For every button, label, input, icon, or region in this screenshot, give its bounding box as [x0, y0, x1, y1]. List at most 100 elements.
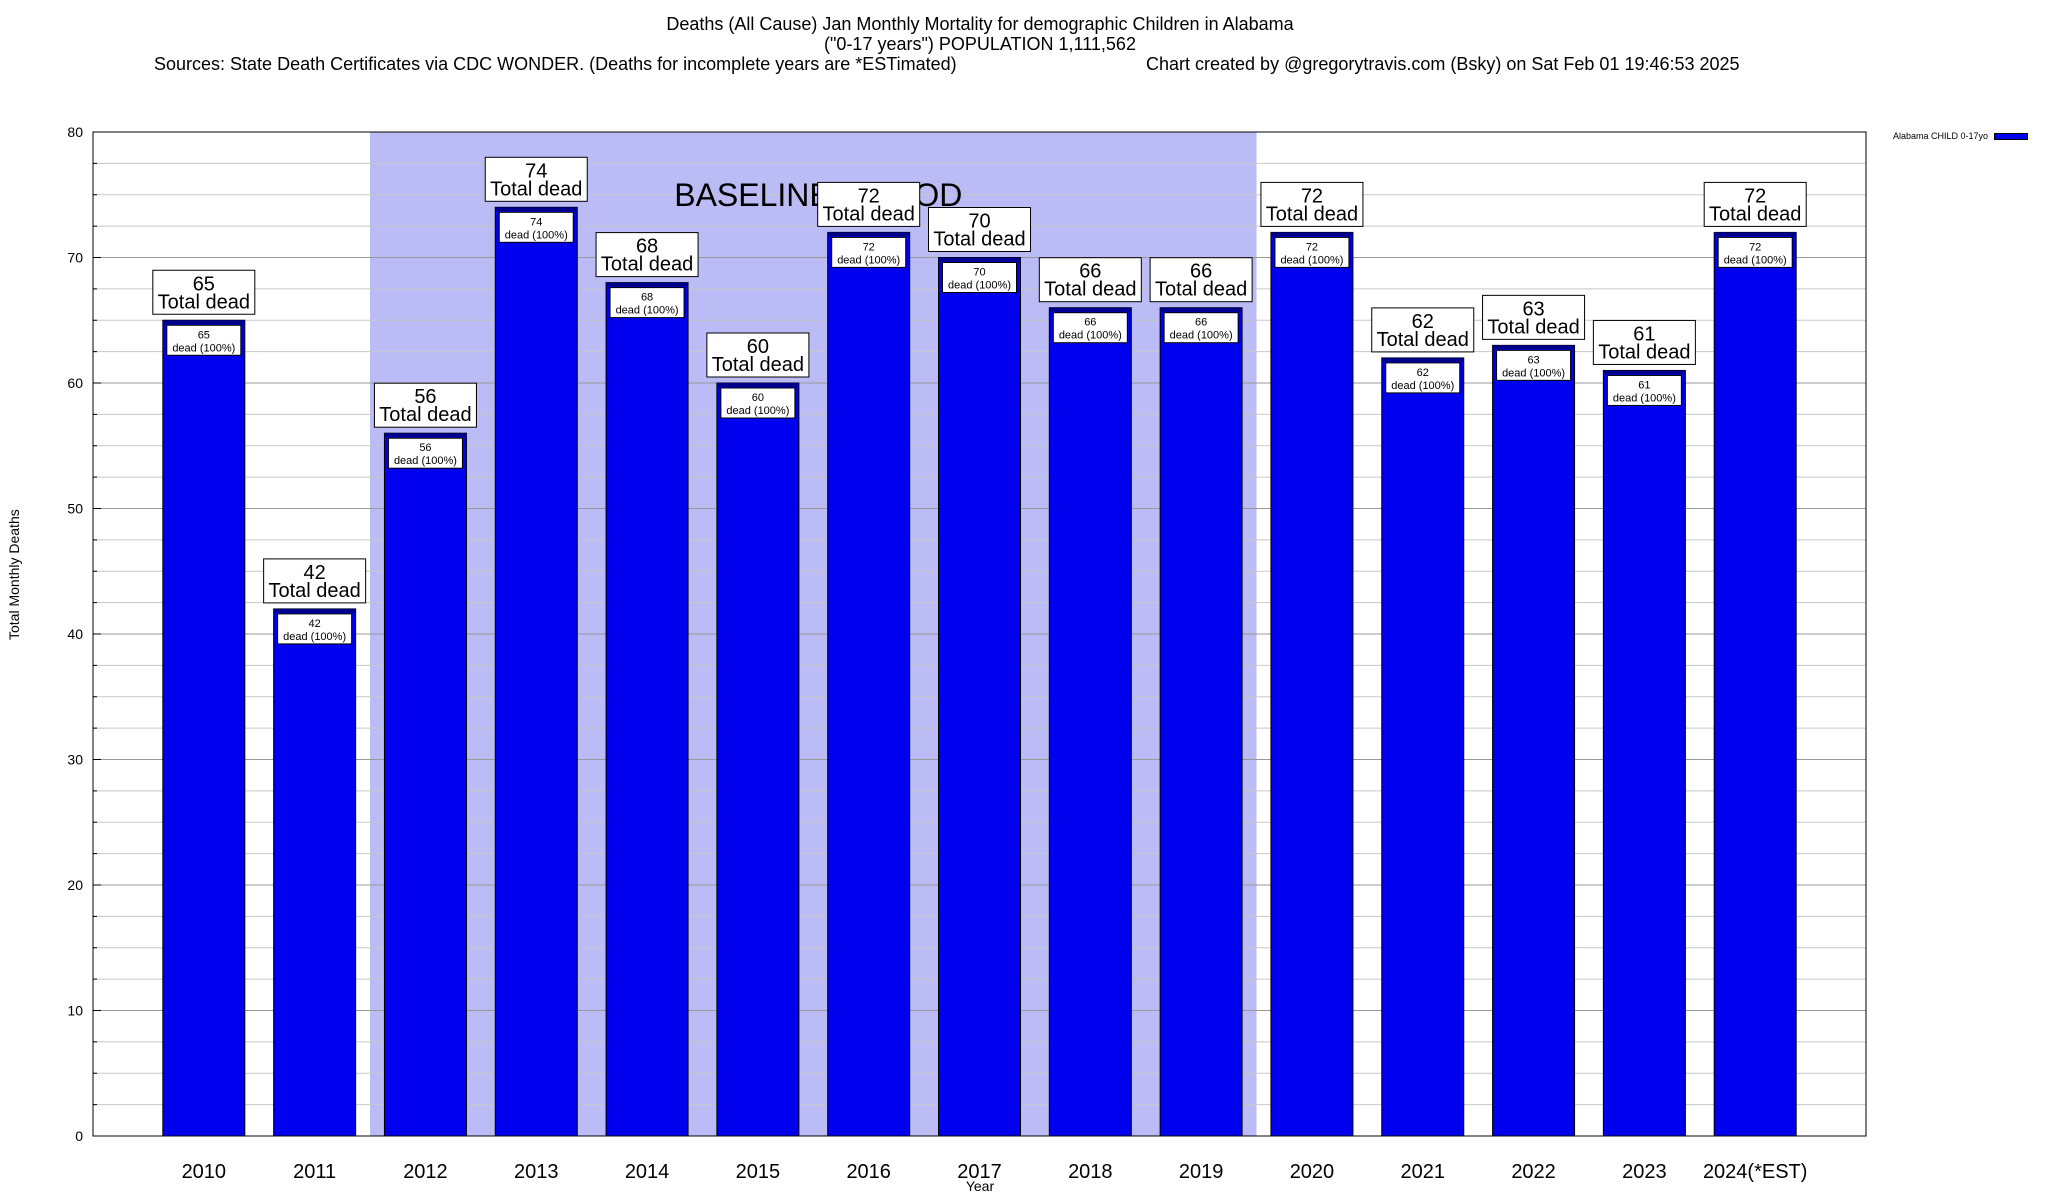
x-tick-label: 2018	[1068, 1161, 1113, 1183]
y-tick-label: 40	[67, 626, 83, 642]
inner-label-box	[1496, 349, 1572, 381]
total-label-text: Total dead	[1377, 329, 1469, 351]
x-axis-label: Year	[965, 1178, 995, 1194]
x-tick-label: 2024(*EST)	[1703, 1161, 1808, 1183]
bar	[1381, 357, 1465, 1137]
inner-label-value: 62	[1417, 367, 1429, 379]
inner-label-box	[831, 236, 907, 268]
total-label-text: Total dead	[158, 291, 250, 313]
total-label-box	[817, 181, 921, 227]
legend-swatch	[1994, 132, 2029, 140]
inner-label-value: 65	[198, 329, 210, 341]
inner-label-box	[387, 437, 463, 469]
total-label-value: 72	[1744, 185, 1766, 207]
total-label-text: Total dead	[712, 354, 804, 376]
x-tick-label: 2016	[846, 1161, 891, 1183]
total-label-box	[373, 382, 477, 428]
x-tick-label: 2017	[957, 1161, 1002, 1183]
x-tick-label: 2010	[182, 1161, 227, 1183]
inner-label-text: dead (100%)	[837, 254, 900, 266]
total-label-text: Total dead	[1487, 316, 1579, 338]
inner-label-value: 66	[1195, 317, 1207, 329]
inner-label-value: 70	[973, 267, 985, 279]
chart-subtitle-population: ("0-17 years") POPULATION 1,111,562	[824, 34, 1136, 54]
inner-label-box	[1052, 312, 1128, 344]
bar-cap	[1270, 232, 1353, 237]
x-tick-label: 2022	[1511, 1161, 1556, 1183]
total-label-value: 60	[747, 336, 769, 358]
bar	[383, 432, 467, 1137]
chart-title: Deaths (All Cause) Jan Monthly Mortality…	[666, 14, 1294, 34]
inner-label-text: dead (100%)	[283, 631, 346, 643]
bar-cap	[162, 320, 245, 325]
legend: Alabama CHILD 0-17yo	[1893, 131, 2029, 141]
inner-label-value: 66	[1084, 317, 1096, 329]
inner-label-value: 61	[1638, 379, 1650, 391]
total-label-value: 72	[858, 185, 880, 207]
total-label-box	[152, 269, 256, 315]
inner-label-value: 56	[419, 442, 431, 454]
inner-label-text: dead (100%)	[1502, 367, 1565, 379]
inner-label-text: dead (100%)	[505, 229, 568, 241]
x-tick-label: 2011	[293, 1161, 336, 1183]
inner-label-value: 72	[863, 241, 875, 253]
inner-label-text: dead (100%)	[948, 280, 1011, 292]
total-label-text: Total dead	[933, 229, 1025, 251]
total-label-value: 72	[1301, 185, 1323, 207]
total-label-value: 42	[304, 562, 326, 584]
total-label-text: Total dead	[268, 580, 360, 602]
total-label-value: 56	[414, 386, 436, 408]
x-tick-label: 2014	[625, 1161, 670, 1183]
total-label-text: Total dead	[823, 203, 915, 225]
total-label-value: 68	[636, 236, 658, 258]
bar	[1602, 369, 1686, 1137]
total-label-box	[1592, 319, 1696, 365]
total-label-box	[1482, 294, 1586, 340]
total-label-text: Total dead	[1155, 279, 1247, 301]
y-tick-label: 10	[67, 1003, 83, 1019]
y-tick-label: 80	[67, 124, 83, 140]
inner-label-text: dead (100%)	[1613, 392, 1676, 404]
total-label-value: 62	[1412, 311, 1434, 333]
bar-cap	[1160, 307, 1243, 312]
y-tick-label: 30	[67, 752, 83, 768]
total-label-box	[1149, 257, 1253, 303]
inner-label-value: 63	[1527, 354, 1539, 366]
bar	[494, 206, 578, 1137]
total-label-box	[706, 332, 810, 378]
inner-label-value: 72	[1749, 241, 1761, 253]
total-label-value: 65	[193, 273, 215, 295]
total-label-box	[484, 156, 588, 202]
chart-sources-note: Sources: State Death Certificates via CD…	[154, 54, 957, 74]
inner-label-text: dead (100%)	[1391, 380, 1454, 392]
x-tick-label: 2021	[1401, 1161, 1446, 1183]
inner-label-box	[1717, 236, 1793, 268]
chart-credit-note: Chart created by @gregorytravis.com (Bsk…	[1146, 54, 1740, 74]
y-tick-label: 60	[67, 375, 83, 391]
x-tick-label: 2013	[514, 1161, 559, 1183]
total-label-value: 66	[1190, 261, 1212, 283]
bar	[938, 257, 1021, 1137]
y-tick-label: 0	[75, 1128, 83, 1144]
inner-label-text: dead (100%)	[172, 342, 235, 354]
bar-cap	[1049, 307, 1132, 312]
total-label-box	[1038, 257, 1142, 303]
y-tick-label: 70	[67, 250, 83, 266]
inner-label-text: dead (100%)	[394, 455, 457, 467]
bar-cap	[827, 232, 910, 237]
x-tick-label: 2019	[1179, 1161, 1224, 1183]
bar	[1048, 307, 1132, 1137]
bar-cap	[1603, 370, 1686, 375]
inner-label-box	[277, 613, 353, 645]
y-tick-label: 20	[67, 877, 83, 893]
total-label-text: Total dead	[1598, 341, 1690, 363]
inner-label-box	[1163, 312, 1239, 344]
bar-cap	[273, 608, 356, 613]
bar	[1270, 231, 1354, 1137]
inner-label-box	[498, 211, 574, 243]
bar	[716, 382, 800, 1137]
x-tick-label: 2020	[1290, 1161, 1335, 1183]
total-label-text: Total dead	[1266, 203, 1358, 225]
bar-cap	[495, 207, 578, 212]
